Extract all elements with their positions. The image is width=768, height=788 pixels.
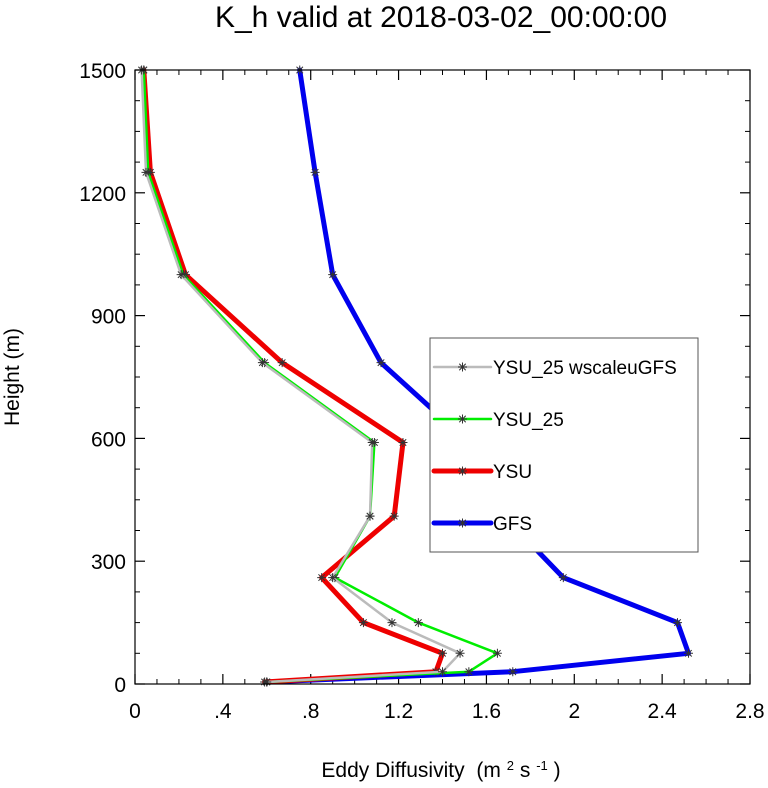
series-ysu bbox=[139, 65, 447, 687]
legend-item-ysu-25-wscaleugfs: YSU_25 wscaleuGFS bbox=[432, 358, 677, 379]
x-tick-label: 2.4 bbox=[648, 700, 678, 723]
x-tick-label: .8 bbox=[302, 700, 320, 723]
y-tick-label: 600 bbox=[91, 428, 126, 451]
x-axis-label-units-open: (m bbox=[476, 759, 501, 782]
data-point-marker bbox=[328, 573, 338, 583]
x-axis-label-units-exp2: -1 bbox=[536, 758, 548, 773]
y-tick-label: 300 bbox=[91, 551, 126, 574]
chart-title: K_h valid at 2018-03-02_00:00:00 bbox=[215, 1, 667, 34]
legend-label: YSU_25 wscaleuGFS bbox=[493, 358, 677, 379]
data-point-marker bbox=[389, 511, 399, 521]
legend-label: YSU_25 bbox=[493, 410, 564, 431]
y-tick-label: 0 bbox=[114, 674, 126, 697]
data-point-marker bbox=[365, 511, 375, 521]
data-point-marker bbox=[464, 667, 474, 677]
legend-item-ysu: YSU bbox=[431, 462, 532, 483]
legend: YSU_25 wscaleuGFS YSU_25 YSU GFS bbox=[429, 337, 699, 553]
data-point-marker bbox=[455, 648, 465, 658]
x-tick-label: 1.6 bbox=[472, 700, 501, 723]
data-point-marker bbox=[376, 358, 386, 368]
data-point-marker bbox=[367, 437, 377, 447]
x-axis-label: Eddy Diffusivity (m 2 s -1 ) bbox=[321, 758, 560, 783]
legend-label: GFS bbox=[493, 514, 532, 535]
legend-marker bbox=[458, 414, 467, 424]
data-point-marker bbox=[257, 358, 267, 368]
y-tick-label: 1200 bbox=[79, 183, 126, 206]
x-tick-label: 1.2 bbox=[384, 700, 413, 723]
data-point-marker bbox=[317, 573, 327, 583]
x-tick-label: 2.8 bbox=[735, 700, 764, 723]
x-axis-label-units-exp1: 2 bbox=[507, 758, 514, 773]
data-point-marker bbox=[492, 648, 502, 658]
y-tick-label: 900 bbox=[91, 306, 126, 329]
legend-box bbox=[429, 337, 699, 553]
x-axis-label-text: Eddy Diffusivity bbox=[321, 759, 465, 782]
data-point-marker bbox=[310, 167, 320, 177]
data-point-marker bbox=[141, 167, 151, 177]
y-axis-label: Height (m) bbox=[1, 328, 24, 426]
data-point-marker bbox=[413, 618, 423, 628]
data-point-marker bbox=[558, 573, 568, 583]
data-point-marker bbox=[262, 677, 272, 687]
legend-marker bbox=[458, 466, 467, 476]
series-ysu-25-wscaleugfs bbox=[137, 65, 465, 687]
y-axis-ticks: 0 300 600 900 1200 1500 bbox=[79, 60, 750, 697]
data-point-marker bbox=[277, 358, 287, 368]
x-tick-label: 2 bbox=[568, 700, 580, 723]
legend-item-ysu-25: YSU_25 bbox=[432, 410, 564, 431]
data-point-marker bbox=[358, 618, 368, 628]
x-tick-label: .4 bbox=[214, 700, 232, 723]
legend-item-gfs: GFS bbox=[431, 514, 532, 535]
data-point-marker bbox=[176, 270, 186, 280]
data-point-marker bbox=[684, 648, 693, 658]
legend-marker bbox=[458, 518, 467, 528]
legend-label: YSU bbox=[493, 462, 532, 483]
data-point-marker bbox=[398, 437, 408, 447]
plot-frame bbox=[134, 69, 751, 685]
data-point-marker bbox=[387, 618, 397, 628]
x-axis-label-units-mid: s bbox=[520, 759, 531, 782]
data-point-marker bbox=[328, 270, 338, 280]
x-tick-label: 0 bbox=[129, 700, 141, 723]
data-point-marker bbox=[438, 648, 447, 658]
data-point-marker bbox=[673, 618, 683, 628]
x-axis-ticks: 0 .4 .8 1.2 1.6 2 2.4 2.8 bbox=[129, 70, 765, 723]
legend-marker bbox=[458, 362, 467, 372]
x-axis-label-units-close: ) bbox=[554, 759, 561, 782]
legend-items: YSU_25 wscaleuGFS YSU_25 YSU GFS bbox=[431, 358, 677, 535]
data-point-marker bbox=[438, 667, 447, 677]
y-tick-label: 1500 bbox=[79, 60, 126, 83]
data-point-marker bbox=[508, 667, 518, 677]
